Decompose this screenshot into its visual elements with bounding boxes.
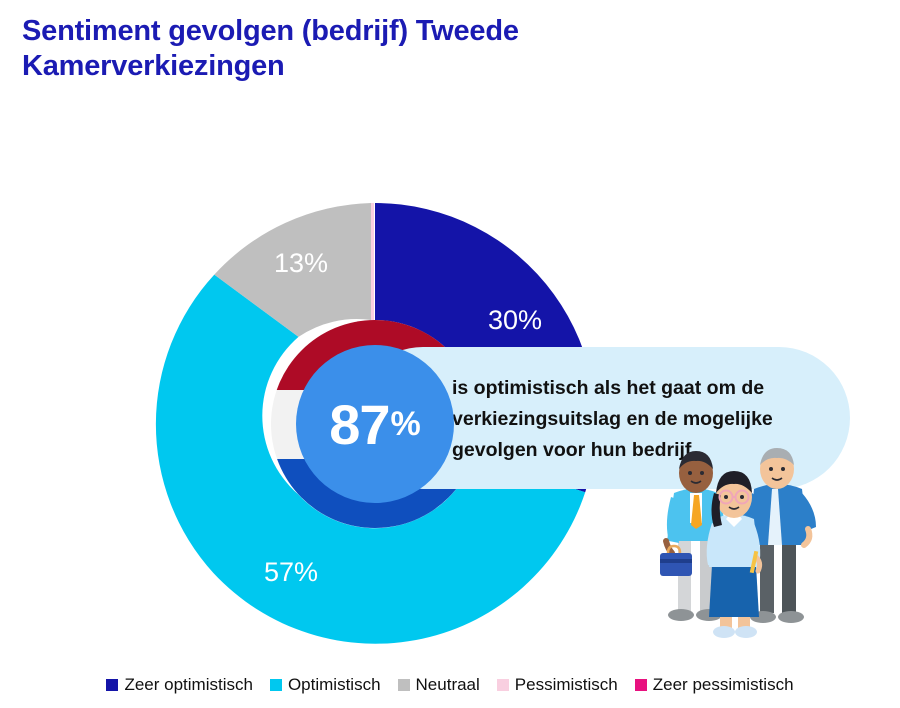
badge-unit: % [390, 404, 421, 443]
legend-item-neutraal[interactable]: Neutraal [397, 675, 480, 695]
highlight-percentage-badge: 87% [296, 345, 454, 503]
chart-legend: Zeer optimistisch Optimistisch Neutraal … [0, 668, 900, 702]
legend-swatch-icon [106, 679, 119, 691]
person-center [706, 471, 763, 638]
badge-value: 87 [329, 392, 390, 456]
slice-neutraal[interactable] [214, 203, 371, 337]
person-right [740, 448, 816, 623]
slice-label-zeer-optimistisch: 30% [488, 305, 542, 335]
legend-label: Optimistisch [287, 675, 381, 694]
callout-text: is optimistisch als het gaat om de verki… [452, 376, 773, 461]
slice-label-neutraal: 13% [274, 248, 328, 278]
legend-item-optimistisch[interactable]: Optimistisch [269, 675, 381, 695]
legend-item-pessimistisch[interactable]: Pessimistisch [496, 675, 618, 695]
slice-label-optimistisch: 57% [264, 557, 318, 587]
legend-swatch-icon [269, 679, 282, 691]
legend-label: Pessimistisch [514, 675, 618, 694]
legend-item-zeer-optimistisch[interactable]: Zeer optimistisch [106, 675, 253, 695]
donut-chart: 30% 57% 13% is optimistisch als het gaat… [155, 202, 850, 644]
legend-label: Zeer optimistisch [124, 675, 253, 694]
legend-swatch-icon [397, 679, 410, 691]
legend-swatch-icon [634, 679, 647, 691]
page-title: Sentiment gevolgen (bedrijf) Tweede Kame… [22, 15, 519, 83]
legend-item-zeer-pessimistisch[interactable]: Zeer pessimistisch [634, 675, 794, 695]
legend-label: Neutraal [415, 675, 480, 694]
slice-optimistisch[interactable] [155, 274, 586, 644]
slice-pessimistisch[interactable] [371, 202, 374, 320]
three-business-people-illustration [660, 448, 816, 638]
legend-swatch-icon [496, 679, 509, 691]
legend-label: Zeer pessimistisch [652, 675, 794, 694]
